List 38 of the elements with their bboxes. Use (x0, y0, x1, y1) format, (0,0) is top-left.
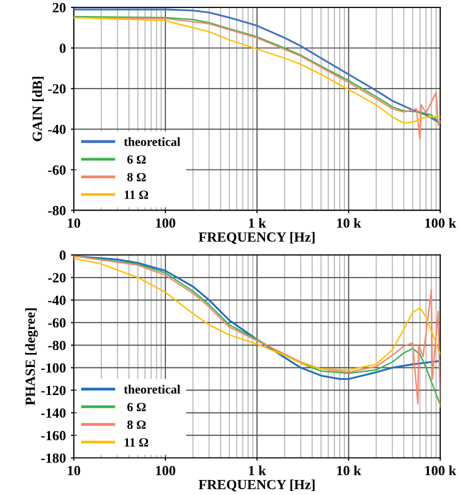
legend-label: 11 Ω (124, 190, 148, 199)
x-tick-label: 100 k (425, 218, 456, 228)
y-tick-label: -40 (48, 296, 66, 306)
x-tick-label: 1 k (249, 218, 266, 228)
y-tick-label: -120 (41, 386, 66, 396)
x-tick-label: 100 (156, 466, 176, 476)
y-tick-label: 20 (52, 3, 66, 12)
legend-label: 6 Ω (127, 402, 146, 412)
x-axis-title: FREQUENCY [Hz] (198, 232, 315, 244)
y-tick-label: -60 (48, 318, 66, 328)
x-tick-label: 100 k (425, 466, 456, 476)
y-tick-label: -160 (41, 430, 66, 440)
legend-label: 6 Ω (127, 155, 146, 164)
y-tick-label: -20 (48, 273, 66, 282)
y-tick-label: -20 (48, 84, 66, 94)
y-tick-label: -140 (41, 408, 66, 418)
legend-label: theoretical (124, 384, 180, 394)
legend-label: theoretical (124, 137, 180, 146)
y-axis-title: GAIN [dB] (32, 76, 44, 142)
x-tick-label: 1 k (249, 466, 266, 476)
legend-label: 11 Ω (124, 438, 148, 446)
y-tick-label: 0 (60, 250, 66, 260)
y-axis-title: PHASE [degree] (25, 308, 38, 406)
legend-label: 8 Ω (127, 172, 146, 182)
y-tick-label: -60 (48, 165, 66, 175)
y-tick-label: -180 (41, 453, 66, 463)
x-tick-label: 10 k (337, 218, 362, 228)
y-tick-label: -100 (41, 363, 66, 373)
y-tick-label: -80 (48, 206, 66, 216)
y-tick-label: -40 (48, 124, 66, 134)
x-tick-label: 10 (68, 218, 80, 228)
y-tick-label: -80 (48, 340, 66, 350)
y-tick-label: 0 (60, 44, 66, 53)
x-tick-label: 10 (68, 466, 80, 476)
legend-label: 8 Ω (127, 420, 146, 429)
x-tick-label: 100 (156, 218, 176, 228)
x-axis-title: FREQUENCY [Hz] (198, 480, 315, 492)
x-tick-label: 10 k (337, 466, 362, 476)
